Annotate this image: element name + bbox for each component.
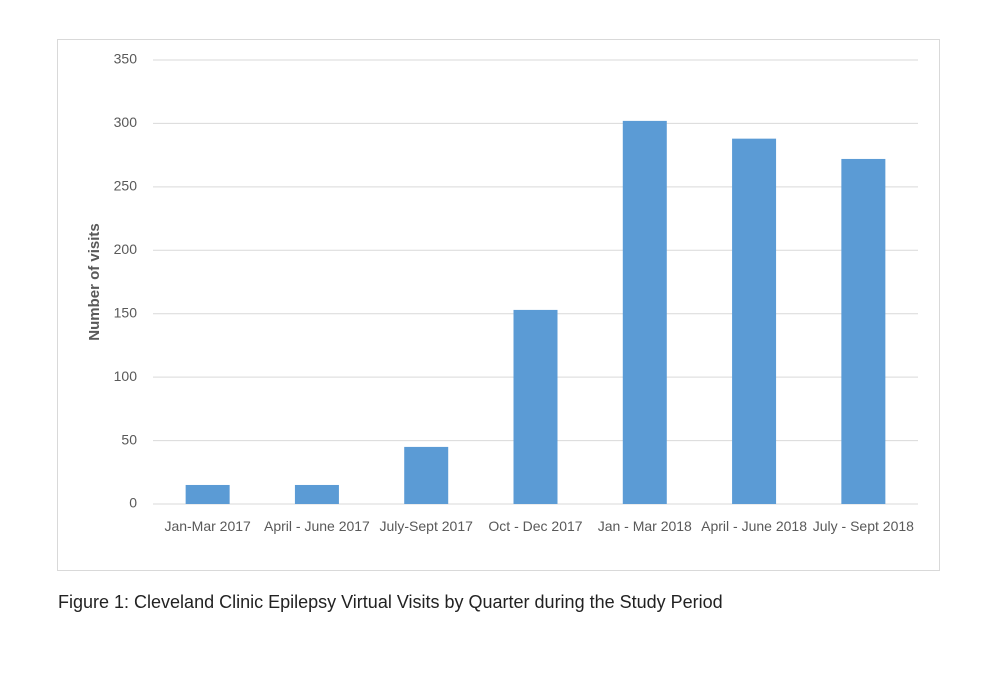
- bar: [294, 484, 339, 504]
- x-tick-label: Jan - Mar 2018: [597, 518, 692, 534]
- bar: [404, 446, 449, 504]
- bar: [732, 138, 777, 504]
- y-tick-label: 350: [114, 51, 138, 67]
- y-tick-label: 150: [114, 304, 138, 320]
- y-axis-label: Number of visits: [86, 223, 103, 341]
- x-tick-label: Jan-Mar 2017: [164, 518, 251, 534]
- x-tick-label: April - June 2017: [264, 518, 370, 534]
- bar: [841, 158, 886, 504]
- bar: [513, 309, 558, 504]
- chart-frame: [57, 39, 940, 571]
- x-tick-label: April - June 2018: [701, 518, 807, 534]
- x-tick-label: July-Sept 2017: [379, 518, 473, 534]
- y-tick-label: 50: [121, 431, 137, 447]
- y-tick-label: 100: [114, 368, 138, 384]
- x-tick-label: Oct - Dec 2017: [488, 518, 583, 534]
- y-tick-label: 0: [129, 495, 137, 511]
- x-tick-label: July - Sept 2018: [812, 518, 914, 534]
- y-tick-label: 250: [114, 178, 138, 194]
- bar: [185, 484, 230, 504]
- caption: Figure 1: Cleveland Clinic Epilepsy Virt…: [58, 592, 723, 612]
- y-tick-label: 200: [114, 241, 138, 257]
- y-tick-label: 300: [114, 114, 138, 130]
- bar: [622, 120, 667, 505]
